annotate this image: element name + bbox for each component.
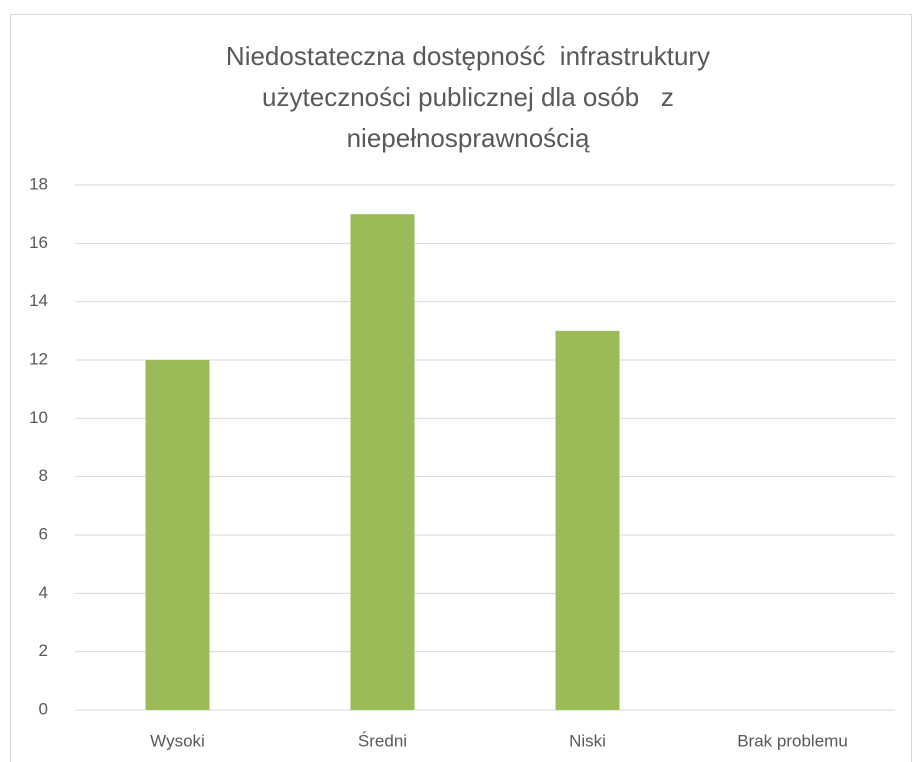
y-tick-label: 18 (29, 174, 48, 193)
y-tick-label: 10 (29, 408, 48, 427)
y-tick-label: 8 (39, 466, 48, 485)
y-tick-label: 0 (39, 699, 48, 718)
x-tick-label: Wysoki (150, 731, 205, 750)
bar (145, 360, 210, 710)
x-tick-label: Brak problemu (737, 731, 848, 750)
y-tick-label: 14 (29, 291, 48, 310)
y-tick-label: 12 (29, 349, 48, 368)
y-tick-label: 16 (29, 233, 48, 252)
chart-frame (10, 14, 912, 762)
bar (555, 330, 620, 710)
chart-title: Niedostateczna dostępność infrastruktury… (225, 41, 718, 153)
x-tick-label: Niski (569, 731, 606, 750)
bar (350, 214, 415, 710)
y-tick-label: 2 (39, 641, 48, 660)
x-tick-label: Średni (358, 731, 407, 750)
y-tick-label: 6 (39, 524, 48, 543)
y-tick-label: 4 (39, 583, 48, 602)
